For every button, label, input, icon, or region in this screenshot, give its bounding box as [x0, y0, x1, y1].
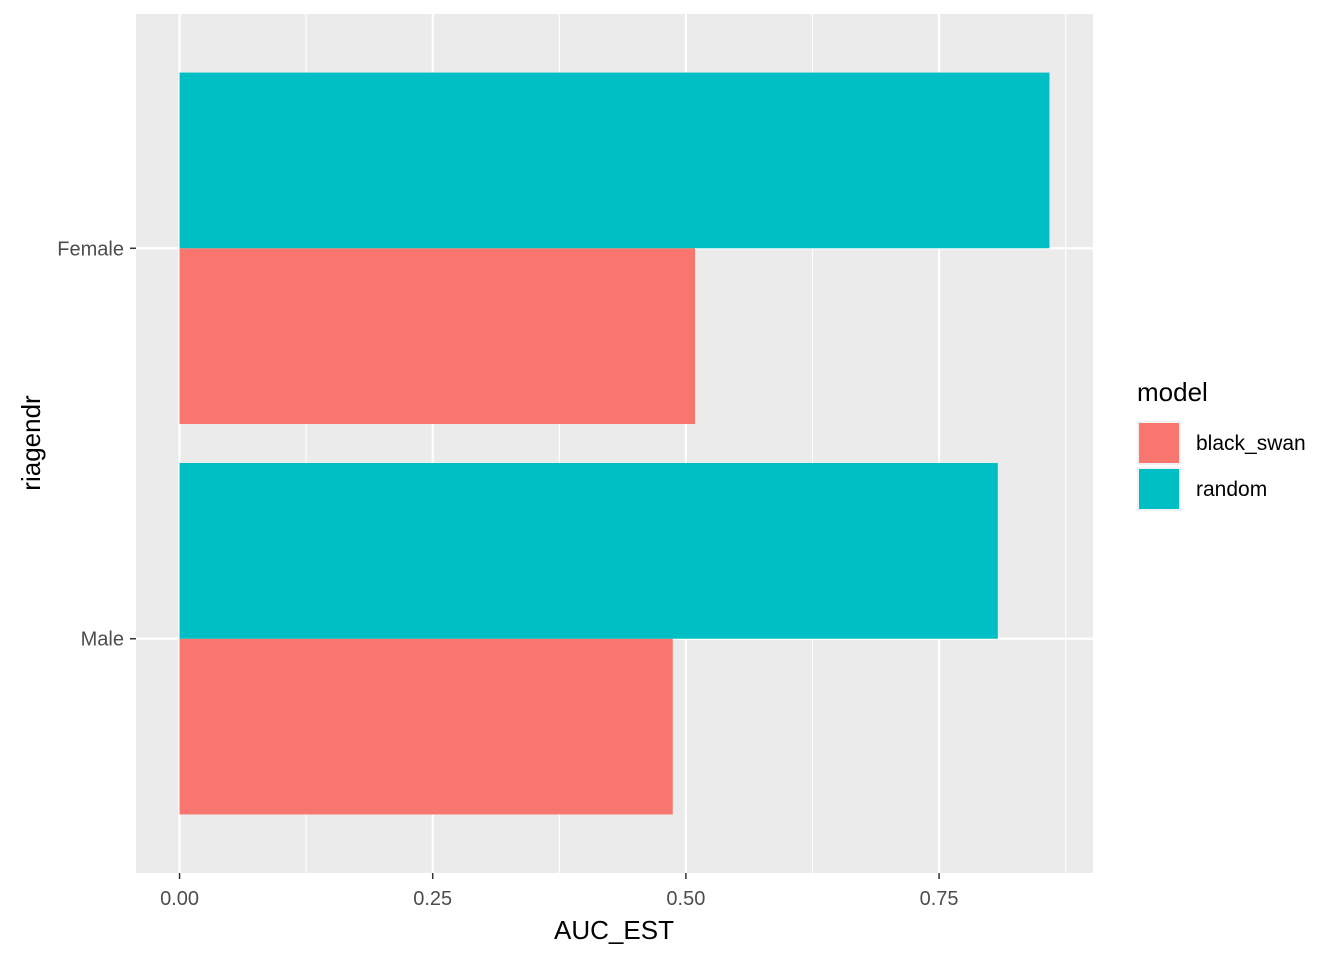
legend-label-black_swan: black_swan — [1196, 432, 1306, 455]
bar-black_swan-male — [179, 638, 673, 815]
bars — [179, 72, 1050, 815]
x-tick-label: 0.00 — [160, 888, 199, 910]
legend-title: model — [1137, 377, 1208, 407]
x-tick-label: 0.50 — [666, 888, 705, 910]
bar-random-male — [179, 463, 998, 639]
y-axis-title: riagendr — [16, 395, 46, 491]
legend-swatch-random — [1139, 469, 1179, 509]
x-axis-title: AUC_EST — [554, 915, 674, 945]
y-tick-label: Female — [57, 238, 124, 260]
bar-black_swan-female — [179, 248, 696, 424]
x-axis: 0.00 0.25 0.50 0.75 — [160, 873, 959, 910]
legend-label-random: random — [1196, 478, 1267, 501]
x-tick-label: 0.25 — [413, 888, 452, 910]
x-tick-label: 0.75 — [920, 888, 959, 910]
bar-random-female — [179, 72, 1050, 249]
y-tick-label: Male — [81, 629, 124, 651]
y-axis: Male Female — [57, 238, 136, 651]
legend-swatch-black_swan — [1139, 423, 1179, 463]
